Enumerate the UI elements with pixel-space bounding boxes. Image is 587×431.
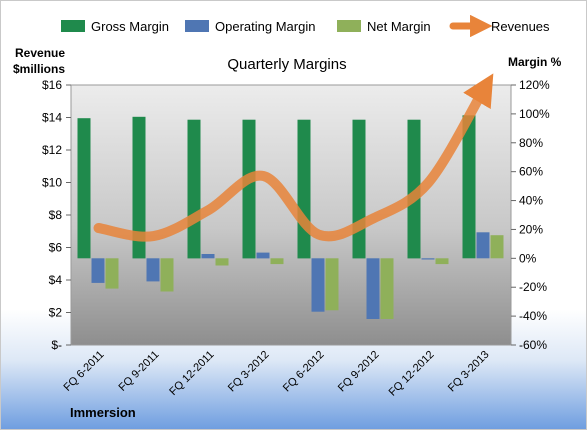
right-tick-label--20: -20%: [519, 280, 547, 294]
right-tick-label-60: 60%: [519, 165, 543, 179]
legend-label-gross-margin: Gross Margin: [91, 19, 169, 34]
legend-swatch-operating-margin: [185, 20, 209, 32]
bar-gross-margin-3: [242, 119, 256, 259]
bar-operating-margin-4: [311, 258, 325, 312]
left-tick-label-12: $12: [42, 143, 62, 157]
right-tick-label-80: 80%: [519, 136, 543, 150]
right-tick-label-20: 20%: [519, 222, 543, 236]
left-tick-label-2: $2: [49, 306, 63, 320]
legend-label-revenues: Revenues: [491, 19, 550, 34]
bar-operating-margin-0: [91, 258, 105, 283]
left-tick-label-4: $4: [49, 273, 63, 287]
bar-operating-margin-3: [256, 252, 270, 259]
bar-net-margin-3: [270, 258, 284, 265]
category-label-4: FQ 6-2012: [281, 349, 327, 395]
left-axis-label-line1: Revenue: [15, 46, 65, 60]
right-tick-label-0: 0%: [519, 251, 537, 265]
category-label-2: FQ 12-2011: [167, 349, 216, 398]
bar-operating-margin-6: [421, 258, 435, 260]
revenue-line-layer: [93, 73, 494, 242]
right-tick-label--40: -40%: [519, 309, 547, 323]
bar-operating-margin-1: [146, 258, 160, 282]
bar-net-margin-1: [160, 258, 174, 292]
category-label-6: FQ 12-2012: [387, 349, 437, 399]
bar-gross-margin-5: [352, 119, 366, 259]
bar-gross-margin-6: [407, 119, 421, 259]
bar-gross-margin-7: [462, 115, 476, 259]
bar-gross-margin-1: [132, 116, 146, 259]
bar-operating-margin-2: [201, 254, 215, 259]
bar-net-margin-2: [215, 258, 229, 266]
right-tick-label-100: 100%: [519, 107, 550, 121]
left-tick-label-6: $6: [49, 241, 63, 255]
bar-gross-margin-4: [297, 119, 311, 259]
left-tick-label-8: $8: [49, 208, 63, 222]
bar-gross-margin-2: [187, 119, 201, 259]
legend-label-net-margin: Net Margin: [367, 19, 431, 34]
footer-label: Immersion: [70, 405, 136, 420]
right-tick-label-40: 40%: [519, 194, 543, 208]
right-axis-label: Margin %: [508, 55, 562, 69]
category-label-0: FQ 6-2011: [62, 349, 107, 394]
chart-title: Quarterly Margins: [227, 56, 346, 73]
category-label-1: FQ 9-2011: [117, 349, 162, 394]
bar-net-margin-5: [380, 258, 394, 319]
right-tick-label-120: 120%: [519, 78, 550, 92]
left-axis-label-line2: $millions: [13, 62, 65, 76]
legend-label-operating-margin: Operating Margin: [215, 19, 315, 34]
bar-net-margin-4: [325, 258, 339, 311]
legend-swatch-gross-margin: [61, 20, 85, 32]
bar-operating-margin-7: [476, 232, 490, 259]
left-tick-label-0: $-: [51, 338, 62, 352]
bar-net-margin-7: [490, 235, 504, 259]
left-tick-label-16: $16: [42, 78, 62, 92]
left-tick-label-14: $14: [42, 111, 62, 125]
bar-gross-margin-0: [77, 118, 91, 259]
legend-swatch-net-margin: [337, 20, 361, 32]
bar-operating-margin-5: [366, 258, 380, 319]
bar-net-margin-0: [105, 258, 119, 289]
category-label-7: FQ 3-2013: [446, 349, 492, 395]
revenue-line: [93, 73, 494, 242]
category-label-3: FQ 3-2012: [226, 349, 272, 395]
left-tick-label-10: $10: [42, 176, 62, 190]
category-label-5: FQ 9-2012: [336, 349, 382, 395]
right-tick-label--60: -60%: [519, 338, 547, 352]
bar-net-margin-6: [435, 258, 449, 265]
legend: Gross Margin Operating Margin Net Margin Re…: [61, 14, 550, 38]
